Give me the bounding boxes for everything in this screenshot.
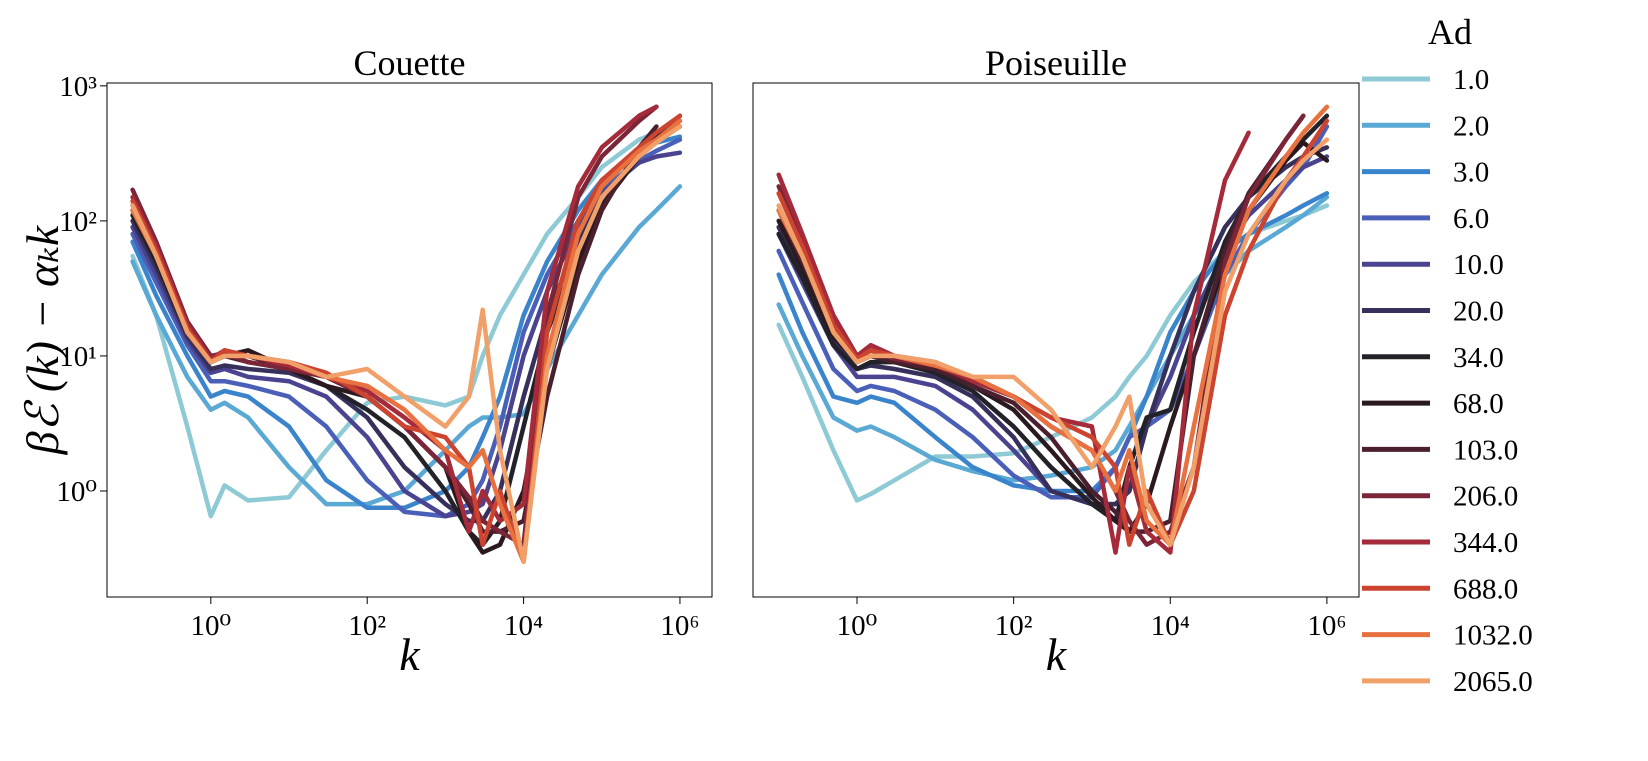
legend-label: 3.0 bbox=[1453, 157, 1489, 189]
legend-label: 10.0 bbox=[1453, 249, 1504, 281]
legend-title: Ad bbox=[1428, 12, 1472, 52]
legend-label: 1.0 bbox=[1453, 64, 1489, 96]
y-axis-label: βℰ (k) − αₖk bbox=[17, 224, 68, 455]
series-line bbox=[776, 118, 1330, 547]
x-tick-label: 10² bbox=[995, 610, 1033, 642]
chart-title: Couette bbox=[354, 43, 466, 83]
series-line bbox=[130, 113, 683, 564]
legend-label: 206.0 bbox=[1453, 481, 1518, 513]
y-tick-label: 10² bbox=[59, 206, 97, 238]
legend-label: 2065.0 bbox=[1453, 666, 1533, 698]
series-line bbox=[130, 124, 683, 519]
series-line bbox=[776, 104, 1330, 547]
plot-frame bbox=[752, 82, 1360, 598]
y-tick-label: 10¹ bbox=[59, 341, 97, 373]
legend-label: 2.0 bbox=[1453, 110, 1489, 142]
series-line bbox=[776, 137, 1330, 547]
plot-frame bbox=[106, 82, 713, 598]
series-line bbox=[776, 113, 1330, 524]
series-line bbox=[130, 184, 683, 507]
x-tick-label: 10⁰ bbox=[191, 610, 232, 642]
legend-label: 103.0 bbox=[1453, 434, 1518, 466]
x-axis-label: k bbox=[399, 629, 421, 680]
x-tick-label: 10⁴ bbox=[1151, 610, 1190, 642]
legend-label: 1032.0 bbox=[1453, 620, 1533, 652]
series-line bbox=[130, 124, 683, 564]
x-tick-label: 10² bbox=[348, 610, 386, 642]
legend-label: 68.0 bbox=[1453, 388, 1504, 420]
y-tick-label: 10⁰ bbox=[56, 476, 97, 508]
x-tick-label: 10⁴ bbox=[504, 610, 543, 642]
x-tick-label: 10⁰ bbox=[837, 610, 878, 642]
series-line bbox=[130, 113, 683, 524]
y-tick-label: 10³ bbox=[59, 71, 97, 103]
legend-label: 34.0 bbox=[1453, 342, 1504, 374]
x-tick-label: 10⁶ bbox=[1307, 610, 1346, 642]
chart-title: Poiseuille bbox=[985, 43, 1127, 83]
legend-label: 344.0 bbox=[1453, 527, 1518, 559]
legend-label: 688.0 bbox=[1453, 573, 1518, 605]
x-tick-label: 10⁶ bbox=[660, 610, 699, 642]
legend-label: 20.0 bbox=[1453, 296, 1504, 328]
x-axis-label: k bbox=[1046, 629, 1068, 680]
legend-label: 6.0 bbox=[1453, 203, 1489, 235]
